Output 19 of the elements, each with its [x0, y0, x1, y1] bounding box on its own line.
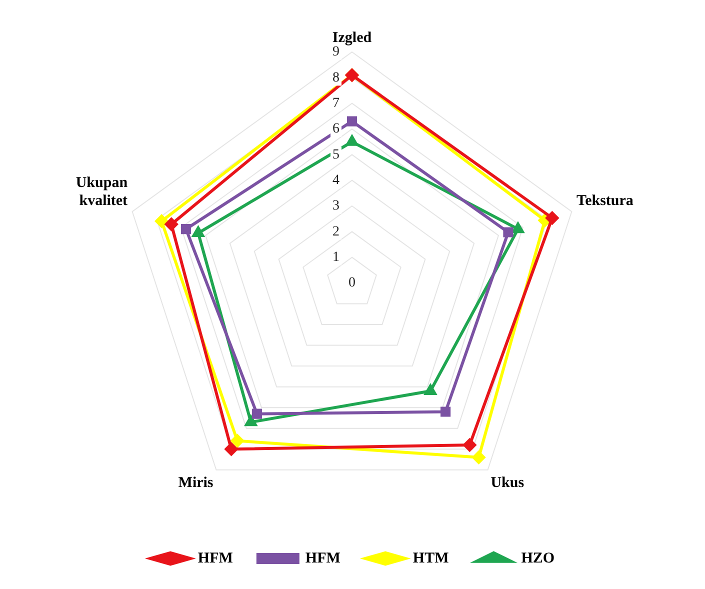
y-tick-label: 1	[332, 250, 340, 266]
y-tick-label: 7	[332, 96, 340, 112]
spoke-label: Tekstura	[576, 192, 634, 209]
spoke-label: Izgled	[332, 30, 372, 46]
y-tick-label: 0	[348, 276, 356, 291]
y-tick-label: 5	[332, 147, 340, 162]
y-tick-label: 2	[332, 224, 340, 240]
y-tick-label: 4	[332, 173, 340, 188]
y-tick-label: 6	[332, 122, 340, 137]
legend-label: HFM	[198, 550, 233, 566]
y-tick-label: 8	[332, 70, 340, 86]
spoke-label: Ukus	[490, 474, 524, 491]
legend-label: HFM	[305, 550, 340, 566]
spoke-label: Miris	[178, 474, 214, 491]
y-tick-label: 9	[332, 44, 340, 60]
spoke-label: Ukupan kvalitet	[76, 174, 128, 209]
legend-label: HTM	[412, 550, 449, 566]
legend-label: HZO	[521, 550, 555, 566]
y-tick-label: 3	[332, 198, 340, 214]
